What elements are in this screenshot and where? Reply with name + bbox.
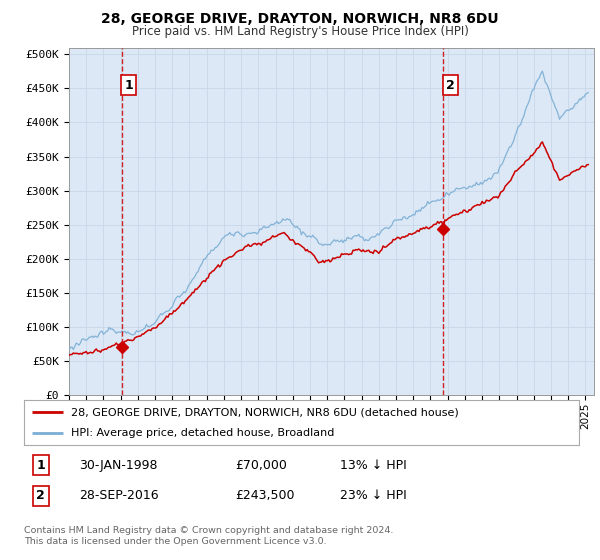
Text: Contains HM Land Registry data © Crown copyright and database right 2024.
This d: Contains HM Land Registry data © Crown c… xyxy=(24,526,394,546)
Text: Price paid vs. HM Land Registry's House Price Index (HPI): Price paid vs. HM Land Registry's House … xyxy=(131,25,469,38)
Text: 1: 1 xyxy=(36,459,45,472)
Text: 28, GEORGE DRIVE, DRAYTON, NORWICH, NR8 6DU: 28, GEORGE DRIVE, DRAYTON, NORWICH, NR8 … xyxy=(101,12,499,26)
Text: 2: 2 xyxy=(36,489,45,502)
Text: 13% ↓ HPI: 13% ↓ HPI xyxy=(340,459,407,472)
Text: 2: 2 xyxy=(446,78,455,91)
Text: HPI: Average price, detached house, Broadland: HPI: Average price, detached house, Broa… xyxy=(71,428,335,438)
Text: 30-JAN-1998: 30-JAN-1998 xyxy=(79,459,158,472)
Text: 1: 1 xyxy=(125,78,133,91)
Text: 28, GEORGE DRIVE, DRAYTON, NORWICH, NR8 6DU (detached house): 28, GEORGE DRIVE, DRAYTON, NORWICH, NR8 … xyxy=(71,408,459,418)
Text: £243,500: £243,500 xyxy=(235,489,295,502)
Text: 23% ↓ HPI: 23% ↓ HPI xyxy=(340,489,407,502)
Text: £70,000: £70,000 xyxy=(235,459,287,472)
Text: 28-SEP-2016: 28-SEP-2016 xyxy=(79,489,159,502)
